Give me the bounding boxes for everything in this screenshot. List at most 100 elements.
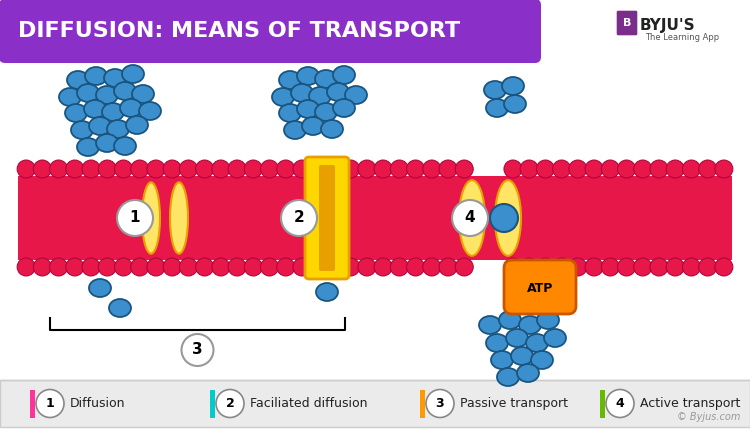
Ellipse shape [316, 283, 338, 301]
Bar [721, 176, 727, 201]
Bar [672, 176, 678, 201]
Circle shape [293, 160, 311, 178]
Bar [445, 176, 451, 201]
Circle shape [66, 258, 84, 276]
Text: 3: 3 [192, 343, 202, 357]
Circle shape [50, 258, 68, 276]
Circle shape [17, 258, 35, 276]
Circle shape [228, 258, 246, 276]
Ellipse shape [315, 70, 337, 88]
Ellipse shape [333, 99, 355, 117]
Bar [202, 176, 208, 201]
Bar [23, 235, 29, 260]
Bar [299, 235, 305, 260]
Circle shape [17, 160, 35, 178]
Bar [104, 235, 110, 260]
Bar [56, 176, 62, 201]
Ellipse shape [519, 316, 541, 334]
Bar [364, 235, 370, 260]
Bar [559, 176, 565, 201]
Bar [380, 176, 386, 201]
Bar [202, 235, 208, 260]
Circle shape [536, 160, 554, 178]
FancyBboxPatch shape [319, 165, 335, 271]
Ellipse shape [109, 299, 131, 317]
Bar [251, 176, 257, 201]
Circle shape [553, 160, 571, 178]
Bar [23, 176, 29, 201]
Ellipse shape [345, 86, 367, 104]
Ellipse shape [486, 99, 508, 117]
Bar [283, 176, 289, 201]
Bar [445, 235, 451, 260]
Text: The Learning App: The Learning App [645, 33, 719, 42]
Circle shape [342, 160, 360, 178]
Bar [396, 235, 402, 260]
Circle shape [82, 258, 100, 276]
Circle shape [82, 160, 100, 178]
Circle shape [228, 160, 246, 178]
Circle shape [374, 160, 392, 178]
FancyBboxPatch shape [616, 10, 638, 36]
Bar [185, 235, 191, 260]
Circle shape [277, 160, 295, 178]
Circle shape [452, 200, 488, 236]
Bar [608, 176, 613, 201]
Bar [461, 176, 467, 201]
Circle shape [650, 258, 668, 276]
Circle shape [293, 258, 311, 276]
Text: BYJU'S: BYJU'S [640, 18, 696, 33]
Circle shape [666, 258, 684, 276]
Ellipse shape [315, 103, 337, 121]
Circle shape [426, 389, 454, 417]
Ellipse shape [122, 65, 144, 83]
Bar [640, 176, 646, 201]
Bar [217, 235, 223, 260]
Bar [153, 176, 159, 201]
Bar [656, 176, 662, 201]
Circle shape [406, 160, 424, 178]
FancyBboxPatch shape [0, 0, 541, 63]
Ellipse shape [65, 104, 87, 122]
Circle shape [179, 258, 197, 276]
Bar [591, 176, 597, 201]
Circle shape [33, 160, 51, 178]
Ellipse shape [499, 311, 521, 329]
Text: 3: 3 [436, 397, 444, 410]
Bar [510, 176, 516, 201]
Circle shape [164, 160, 182, 178]
Circle shape [504, 160, 522, 178]
Circle shape [617, 258, 635, 276]
Circle shape [423, 258, 441, 276]
Circle shape [33, 258, 51, 276]
Circle shape [66, 160, 84, 178]
Ellipse shape [479, 316, 501, 334]
Ellipse shape [107, 120, 129, 138]
Text: Active transport: Active transport [640, 397, 740, 410]
Circle shape [455, 258, 473, 276]
Bar [72, 176, 78, 201]
Circle shape [423, 160, 441, 178]
Bar [510, 235, 516, 260]
Circle shape [211, 160, 230, 178]
Text: 2: 2 [226, 397, 234, 410]
Circle shape [374, 258, 392, 276]
Circle shape [568, 160, 586, 178]
Circle shape [50, 160, 68, 178]
Circle shape [536, 258, 554, 276]
Circle shape [682, 160, 700, 178]
Bar [542, 176, 548, 201]
Circle shape [406, 258, 424, 276]
Bar [640, 235, 646, 260]
Circle shape [715, 258, 733, 276]
Circle shape [117, 200, 153, 236]
Bar [705, 176, 711, 201]
FancyBboxPatch shape [504, 260, 576, 314]
Bar [121, 176, 127, 201]
Ellipse shape [502, 77, 524, 95]
Circle shape [666, 160, 684, 178]
Bar [56, 235, 62, 260]
Bar [210, 389, 215, 417]
Bar [623, 235, 629, 260]
Text: © Byjus.com: © Byjus.com [676, 412, 740, 422]
